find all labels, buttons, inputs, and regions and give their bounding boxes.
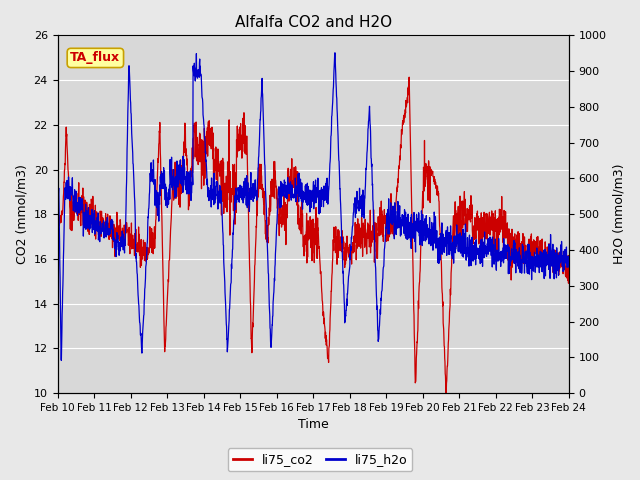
li75_h2o <box>80 210 88 216</box>
li75_co2 <box>54 221 61 227</box>
Title: Alfalfa CO2 and H2O: Alfalfa CO2 and H2O <box>235 15 392 30</box>
Legend: li75_co2, li75_h2o: li75_co2, li75_h2o <box>228 448 412 471</box>
li75_h2o <box>457 250 465 256</box>
li75_h2o <box>550 260 558 266</box>
Line: li75_h2o: li75_h2o <box>58 53 569 360</box>
li75_co2 <box>550 271 558 277</box>
li75_h2o <box>303 185 310 191</box>
li75_h2o <box>54 209 61 215</box>
li75_h2o <box>331 50 339 56</box>
li75_co2 <box>80 194 88 200</box>
li75_co2 <box>457 217 465 223</box>
li75_h2o <box>58 358 65 363</box>
li75_h2o <box>565 263 573 268</box>
li75_co2 <box>550 252 558 258</box>
li75_co2 <box>405 74 413 80</box>
X-axis label: Time: Time <box>298 419 328 432</box>
li75_h2o <box>289 192 296 198</box>
li75_co2 <box>302 229 310 235</box>
li75_h2o <box>550 276 558 282</box>
Text: TA_flux: TA_flux <box>70 51 120 64</box>
Y-axis label: H2O (mmol/m3): H2O (mmol/m3) <box>612 164 625 264</box>
li75_co2 <box>442 390 450 396</box>
li75_co2 <box>565 264 573 269</box>
Y-axis label: CO2 (mmol/m3): CO2 (mmol/m3) <box>15 164 28 264</box>
li75_co2 <box>289 182 296 188</box>
Line: li75_co2: li75_co2 <box>58 77 569 393</box>
